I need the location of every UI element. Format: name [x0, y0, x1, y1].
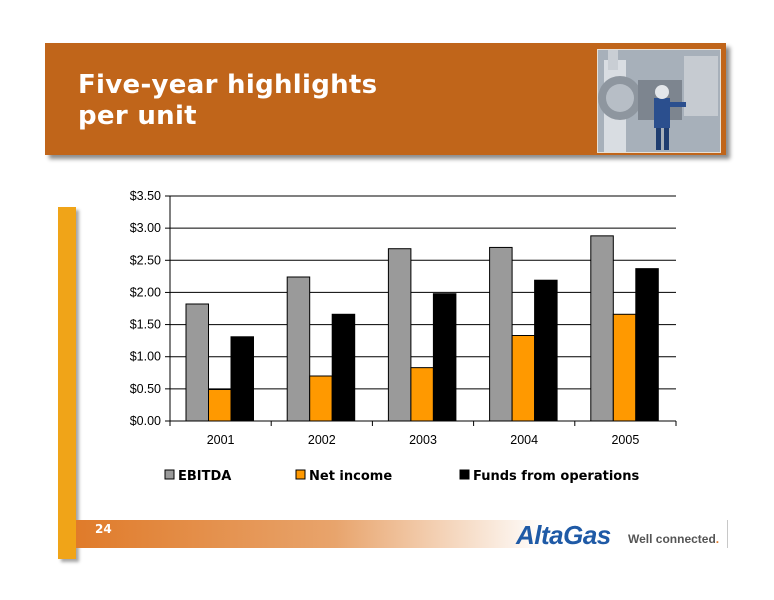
tagline-text: Well connected [628, 532, 716, 546]
legend-label: Net income [309, 469, 392, 484]
slide-title: Five-year highlights per unit [78, 70, 377, 132]
side-accent-bar [58, 207, 76, 559]
y-axis-tick-labels: $0.00 $0.50 $1.00 $1.50 $2.00 $2.50 $3.00 $3.50 [130, 189, 161, 428]
x-axis-tick-labels: 2001 2002 2003 2004 2005 [207, 433, 640, 447]
bar-funds-from-operations-2001 [230, 336, 254, 422]
bar-ebitda-2002 [286, 276, 311, 422]
y-tick-label: $1.50 [130, 318, 161, 332]
chart-legend: EBITDA Net income Funds from operations [164, 469, 639, 484]
logo-divider [727, 520, 728, 548]
y-tick-label: $2.00 [130, 285, 161, 299]
x-tick-label: 2002 [308, 433, 336, 447]
y-tick-label: $2.50 [130, 253, 161, 267]
photo-illustration [598, 50, 720, 152]
legend-swatch-ebitda [164, 469, 175, 480]
bar-net-income-2005 [612, 313, 637, 422]
industrial-worker-photo [597, 49, 721, 153]
bar-funds-from-operations-2004 [534, 279, 558, 422]
legend-swatch-net-income [295, 469, 306, 480]
legend-label: EBITDA [178, 469, 231, 484]
y-tick-label: $0.00 [130, 414, 161, 428]
bar-net-income-2002 [309, 375, 333, 422]
footer-band [76, 520, 546, 548]
bar-ebitda-2004 [489, 246, 513, 422]
bar-net-income-2003 [410, 367, 434, 422]
x-tick-label: 2001 [207, 433, 235, 447]
bar-ebitda-2001 [185, 303, 209, 422]
y-tick-label: $3.00 [130, 221, 161, 235]
legend-swatch-funds-from-operations [459, 469, 470, 480]
tagline: Well connected. [628, 532, 719, 546]
x-tick-label: 2005 [611, 433, 639, 447]
y-tick-label: $0.50 [130, 382, 161, 396]
y-tick-label: $1.00 [130, 350, 161, 364]
slide-title-text: Five-year highlights per unit [78, 70, 378, 131]
chart-bars [185, 235, 659, 422]
bar-net-income-2004 [511, 335, 536, 422]
page-number: 24 [95, 522, 112, 536]
chart-axes [165, 195, 677, 426]
bar-ebitda-2003 [387, 248, 412, 422]
y-tick-label: $3.50 [130, 189, 161, 203]
altagas-logo: AltaGas [516, 520, 611, 550]
x-tick-label: 2004 [510, 433, 538, 447]
bar-funds-from-operations-2002 [331, 313, 356, 422]
bar-funds-from-operations-2003 [432, 293, 457, 422]
legend-label: Funds from operations [473, 469, 639, 484]
bar-net-income-2001 [208, 389, 232, 422]
x-tick-label: 2003 [409, 433, 437, 447]
bar-ebitda-2005 [590, 235, 614, 422]
bar-funds-from-operations-2005 [635, 268, 659, 422]
tagline-dot: . [715, 532, 720, 546]
